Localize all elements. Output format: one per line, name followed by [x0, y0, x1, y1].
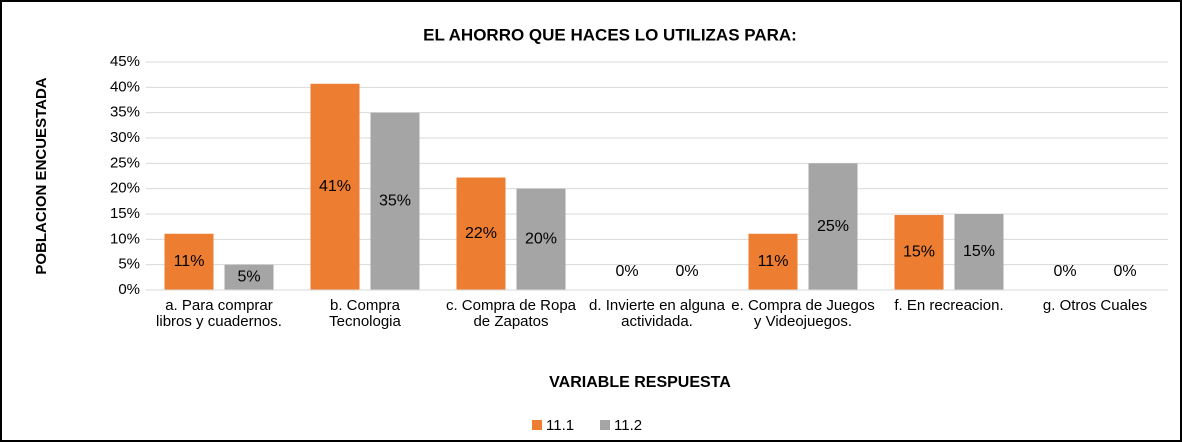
legend-label: 11.2 — [614, 417, 642, 434]
data-label: 0% — [1113, 263, 1136, 280]
bar — [808, 163, 858, 290]
data-label: 15% — [963, 243, 995, 260]
bar — [456, 177, 506, 290]
y-tick-label: 35% — [110, 104, 140, 121]
x-tick-label: c. Compra de Ropa de Zapatos — [445, 298, 577, 330]
y-tick-label: 5% — [118, 256, 140, 273]
data-label: 11% — [174, 253, 205, 270]
data-label: 41% — [319, 178, 351, 195]
y-tick-label: 25% — [110, 154, 140, 171]
bar — [224, 264, 274, 290]
chart-title: EL AHORRO QUE HACES LO UTILIZAS PARA: — [423, 25, 797, 44]
bar — [164, 233, 214, 290]
bar — [748, 233, 798, 290]
x-tick-label-box: e. Compra de Juegos y Videojuegos. — [731, 298, 875, 330]
x-tick-label: g. Otros Cuales — [1042, 298, 1148, 314]
data-label: 20% — [525, 231, 557, 248]
x-tick-label: f. En recreacion. — [894, 298, 1004, 314]
legend-swatch — [600, 420, 610, 430]
bar — [516, 188, 566, 290]
data-label: 25% — [817, 218, 849, 235]
x-tick-label-box: d. Invierte en alguna actividada. — [589, 298, 725, 330]
x-tick-label-box: c. Compra de Ropa de Zapatos — [445, 298, 577, 330]
y-tick-label: 15% — [110, 205, 140, 222]
y-tick-label: 10% — [110, 230, 140, 247]
bar — [894, 215, 944, 290]
y-tick-label: 20% — [110, 180, 140, 197]
data-label: 35% — [379, 193, 411, 210]
x-tick-label-box: f. En recreacion. — [894, 298, 1004, 314]
x-tick-label-box: g. Otros Cuales — [1042, 298, 1148, 314]
legend-label: 11.1 — [546, 417, 574, 434]
bar — [370, 112, 420, 291]
data-label: 0% — [615, 263, 638, 280]
data-label: 5% — [237, 269, 260, 286]
x-tick-label: a. Para comprar libros y cuadernos. — [156, 298, 282, 330]
x-tick-label-box: b. Compra Tecnologia — [329, 298, 401, 330]
y-tick-label: 45% — [110, 53, 140, 70]
y-tick-label: 0% — [118, 281, 140, 298]
x-tick-label: d. Invierte en alguna actividada. — [589, 298, 725, 330]
y-axis-label: POBLACION ENCUESTADA — [33, 77, 50, 274]
x-axis-label: VARIABLE RESPUESTA — [549, 374, 731, 391]
data-label: 0% — [1053, 263, 1076, 280]
x-tick-label-box: a. Para comprar libros y cuadernos. — [156, 298, 282, 330]
x-tick-label: e. Compra de Juegos y Videojuegos. — [731, 298, 875, 330]
legend-swatch — [532, 420, 542, 430]
data-label: 11% — [758, 253, 789, 270]
data-label: 15% — [903, 244, 935, 261]
bar — [310, 83, 360, 290]
y-tick-label: 30% — [110, 129, 140, 146]
data-label: 22% — [465, 225, 497, 242]
x-tick-label: b. Compra Tecnologia — [329, 298, 401, 330]
bar — [954, 214, 1004, 290]
y-tick-label: 40% — [110, 78, 140, 95]
data-label: 0% — [675, 263, 698, 280]
